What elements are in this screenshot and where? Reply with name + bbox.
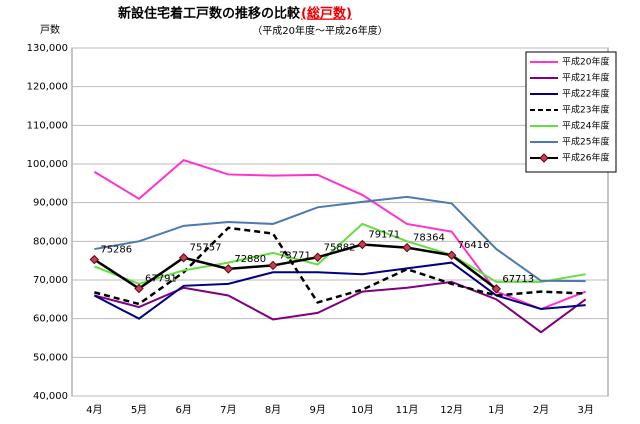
series-line	[93, 243, 498, 291]
data-label: 75286	[100, 245, 132, 256]
x-tick-label: 1月	[488, 404, 504, 416]
y-tick-label: 80,000	[33, 236, 68, 247]
legend-label: 平成25年度	[562, 136, 609, 148]
legend-label: 平成23年度	[562, 104, 609, 116]
series-line	[93, 261, 586, 320]
data-label: 76416	[458, 240, 490, 251]
marker	[312, 252, 323, 262]
y-tick-label: 40,000	[33, 391, 68, 402]
data-label: 79171	[368, 230, 400, 241]
x-tick-label: 10月	[351, 404, 374, 416]
marker	[491, 284, 502, 294]
y-axis-label: 戸数	[40, 23, 60, 36]
legend-label: 平成26年度	[562, 152, 609, 164]
legend-box	[525, 51, 617, 173]
x-tick-label: 5月	[131, 404, 147, 416]
marker	[357, 239, 368, 250]
y-tick-label: 130,000	[27, 43, 68, 54]
legend-label: 平成22年度	[562, 88, 609, 100]
marker	[89, 254, 100, 265]
data-label: 67791	[145, 274, 177, 285]
data-label: 73771	[279, 250, 311, 261]
marker	[134, 283, 144, 294]
marker	[446, 250, 457, 260]
x-tick-label: 6月	[175, 404, 191, 416]
chart-subtitle: （平成20年度～平成26年度）	[252, 24, 387, 37]
marker	[402, 242, 412, 253]
x-tick-label: 4月	[86, 404, 102, 416]
data-label: 78364	[413, 233, 445, 244]
series-line	[93, 159, 587, 311]
chart-title: 新設住宅着工戸数の推移の比較	[118, 6, 301, 22]
data-label: 72880	[234, 254, 266, 265]
y-tick-label: 90,000	[33, 198, 68, 209]
marker	[178, 253, 189, 263]
x-tick-label: 11月	[396, 404, 419, 416]
series-line	[94, 195, 586, 283]
x-tick-label: 2月	[533, 404, 549, 416]
x-tick-label: 7月	[220, 404, 236, 416]
y-tick-label: 60,000	[33, 314, 68, 325]
data-label: 75882	[324, 242, 356, 253]
marker	[223, 264, 234, 274]
marker	[268, 260, 278, 271]
y-tick-label: 50,000	[33, 352, 68, 363]
y-tick-label: 100,000	[27, 159, 68, 170]
chart-title-highlight: (総戸数)	[301, 6, 352, 22]
data-label: 75757	[190, 243, 222, 254]
x-tick-label: 3月	[577, 404, 593, 416]
legend-label: 平成21年度	[562, 72, 609, 84]
y-tick-label: 120,000	[27, 82, 68, 93]
x-tick-label: 8月	[265, 404, 281, 416]
series-line	[94, 226, 586, 306]
y-tick-label: 110,000	[27, 120, 68, 131]
x-tick-label: 9月	[309, 404, 325, 416]
series-line	[93, 222, 586, 285]
x-tick-label: 12月	[440, 404, 463, 416]
legend-label: 平成20年度	[562, 56, 609, 68]
y-tick-label: 70,000	[33, 275, 68, 286]
legend-label: 平成24年度	[562, 120, 609, 132]
series-line	[94, 280, 587, 334]
data-label: 67713	[502, 274, 534, 285]
legend-marker	[539, 153, 549, 163]
